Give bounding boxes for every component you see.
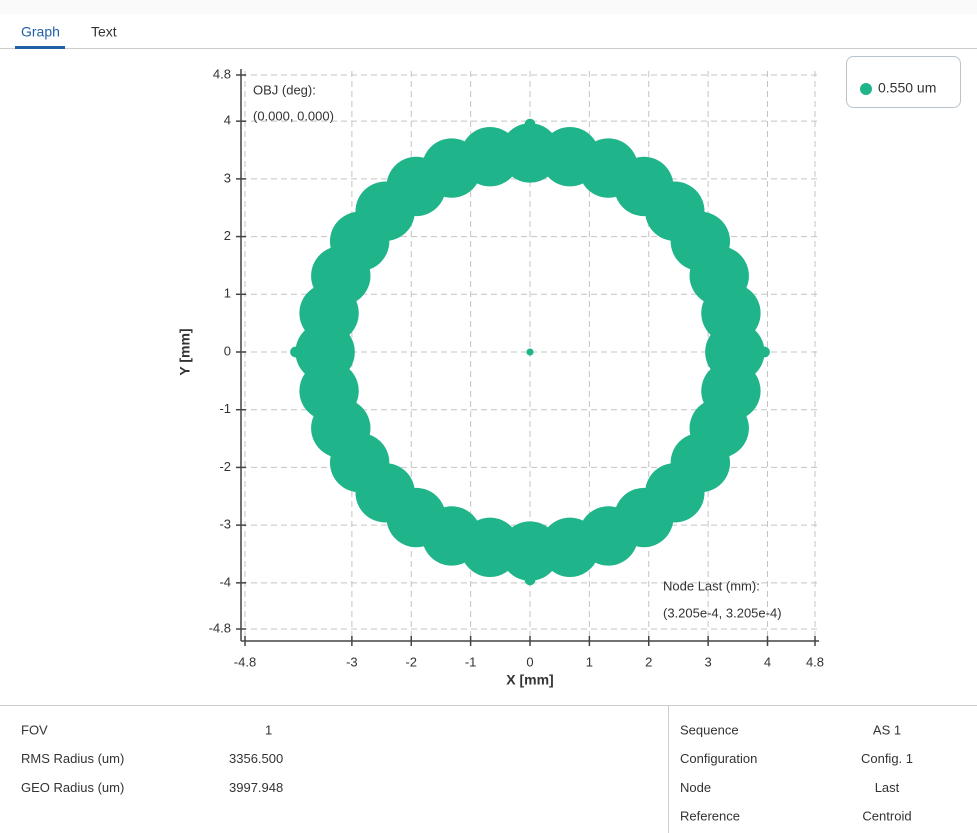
row-label: Reference: [680, 809, 740, 824]
annotation: (3.205e-4, 3.205e-4): [663, 605, 782, 620]
x-tick-label: -3: [346, 654, 358, 669]
row-value: Last: [875, 780, 900, 795]
y-tick-label: -4: [219, 574, 231, 589]
row-value: Centroid: [862, 809, 911, 824]
y-tick-label: -4.8: [209, 620, 231, 635]
legend-label: 0.550 um: [878, 80, 936, 96]
row-label: GEO Radius (um): [21, 780, 124, 795]
spot-point: [759, 346, 770, 358]
annotation: (0.000, 0.000): [253, 108, 334, 123]
row-label: Configuration: [680, 751, 757, 766]
y-axis-label: Y [mm]: [177, 328, 193, 375]
spot-point: [701, 361, 761, 421]
x-tick-label: 4: [764, 654, 771, 669]
row-label: Sequence: [680, 722, 739, 737]
x-tick-label: 1: [586, 654, 593, 669]
y-tick-label: -1: [219, 401, 231, 416]
x-tick-label: 4.8: [806, 654, 824, 669]
x-tick-label: 2: [645, 654, 652, 669]
tab-text[interactable]: Text: [91, 24, 117, 40]
annotation: Node Last (mm):: [663, 578, 760, 593]
y-tick-label: 2: [224, 228, 231, 243]
legend-box: [846, 56, 961, 108]
spot-point: [524, 118, 536, 130]
plot: [236, 69, 819, 646]
y-tick-label: 4.8: [213, 66, 231, 81]
y-tick-label: 4: [224, 113, 231, 128]
y-tick-label: 1: [224, 286, 231, 301]
x-tick-label: -1: [465, 654, 477, 669]
x-tick-label: -2: [405, 654, 417, 669]
top-strip: [0, 0, 977, 14]
row-value: 1: [265, 722, 272, 737]
row-value: Config. 1: [861, 751, 913, 766]
row-label: Node: [680, 780, 711, 795]
spot-point: [290, 346, 301, 358]
y-tick-label: -2: [219, 459, 231, 474]
y-tick-label: -3: [219, 517, 231, 532]
y-tick-label: 0: [224, 343, 231, 358]
row-value: 3997.948: [229, 780, 283, 795]
spot-point: [524, 574, 536, 586]
spot-point: [526, 348, 534, 356]
x-tick-label: 0: [526, 654, 533, 669]
annotation: OBJ (deg):: [253, 82, 316, 97]
legend-marker: [860, 83, 872, 95]
x-axis-label: X [mm]: [506, 672, 553, 688]
row-value: AS 1: [873, 722, 901, 737]
tab-graph[interactable]: Graph: [21, 24, 60, 40]
x-tick-label: 3: [705, 654, 712, 669]
row-label: RMS Radius (um): [21, 751, 124, 766]
row-value: 3356.500: [229, 751, 283, 766]
y-tick-label: 3: [224, 170, 231, 185]
x-tick-label: -4.8: [234, 654, 256, 669]
row-label: FOV: [21, 722, 48, 737]
active-tab-indicator: [15, 46, 65, 49]
